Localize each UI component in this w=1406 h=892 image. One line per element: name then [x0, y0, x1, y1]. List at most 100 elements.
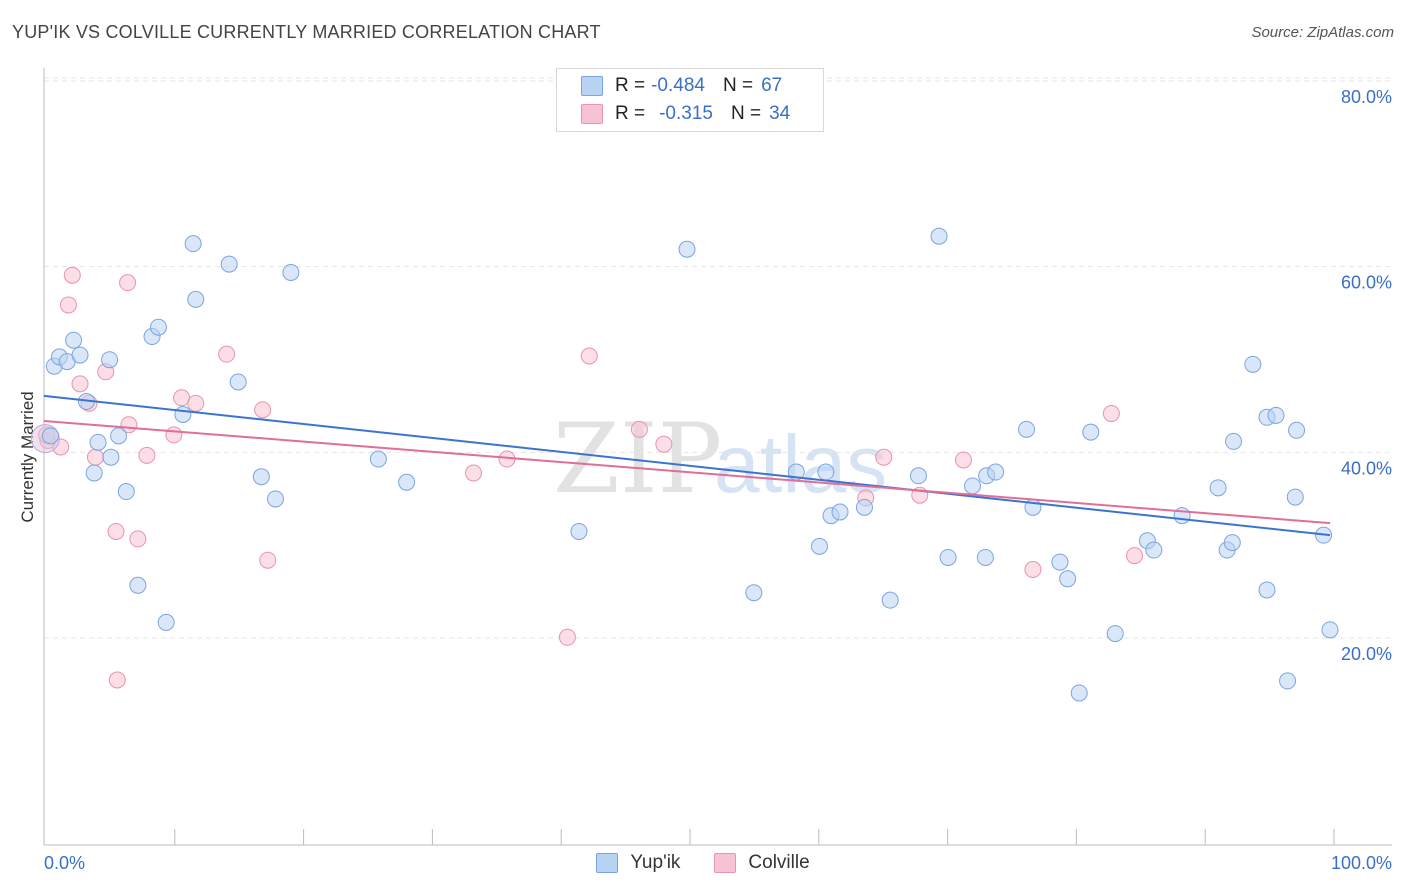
yupik-point — [930, 227, 948, 245]
colville-point — [1126, 547, 1144, 565]
yupik-point — [1258, 581, 1276, 599]
yupik-point — [266, 490, 284, 508]
colville-swatch — [714, 853, 737, 873]
yupik-point — [1018, 420, 1036, 438]
y-tick-label: 60.0% — [1341, 273, 1392, 293]
yupik-point — [1288, 421, 1306, 439]
watermark-zip: ZIP — [553, 403, 722, 515]
x-tick-label-min: 0.0% — [44, 853, 85, 873]
yupik-point — [89, 433, 107, 451]
yupik-point — [85, 464, 103, 482]
colville-point — [187, 394, 205, 412]
colville-point — [558, 628, 576, 646]
colville-point — [875, 448, 893, 466]
colville-point — [465, 464, 483, 482]
colville-point — [107, 522, 125, 540]
colville-point — [655, 435, 673, 453]
yupik-points — [41, 227, 1339, 702]
yupik-point — [398, 473, 416, 491]
yupik-point — [570, 522, 588, 540]
colville-point — [218, 345, 236, 363]
yupik-swatch — [596, 853, 619, 873]
y-tick-label: 40.0% — [1341, 458, 1392, 478]
colville-point — [259, 551, 277, 569]
gridlines — [44, 77, 1392, 639]
yupik-point — [987, 463, 1005, 481]
yupik-point — [129, 576, 147, 594]
colville-point — [63, 266, 81, 284]
y-tick-label: 80.0% — [1341, 87, 1392, 107]
series-legend: Yup'ik Colville — [0, 852, 1406, 874]
colville-point — [173, 389, 191, 407]
yupik-point — [855, 498, 873, 516]
yupik-point — [1223, 534, 1241, 552]
r-label: R = — [615, 103, 646, 124]
yupik-point — [65, 331, 83, 349]
yupik-point — [1244, 355, 1262, 373]
yupik-point — [1059, 570, 1077, 588]
yupik-point — [71, 346, 89, 364]
yupik-point — [1321, 621, 1339, 639]
yupik-point — [831, 503, 849, 521]
colville-point — [1024, 561, 1042, 579]
n-value: 67 — [761, 75, 783, 96]
yupik-point — [1225, 432, 1243, 450]
colville-point — [1102, 405, 1120, 423]
legend-item-colville[interactable]: Colville — [714, 852, 810, 874]
n-label: N = — [730, 103, 762, 124]
yupik-point — [117, 483, 135, 501]
colville-point — [59, 296, 77, 314]
legend-row-yupik: R = -0.484 N = 67 — [581, 73, 782, 99]
colville-point — [254, 401, 272, 419]
yupik-point — [149, 318, 167, 336]
yupik-point — [252, 468, 270, 486]
yupik-point — [1145, 541, 1163, 559]
yupik-point — [909, 467, 927, 485]
colville-swatch — [581, 104, 603, 124]
yupik-point — [1209, 479, 1227, 497]
colville-point — [165, 426, 183, 444]
yupik-point — [110, 427, 128, 445]
yupik-point — [810, 537, 828, 555]
x-ticks — [43, 829, 1335, 845]
yupik-point — [101, 351, 119, 369]
r-value: -0.315 — [659, 103, 713, 124]
yupik-point — [229, 373, 247, 391]
colville-point — [119, 274, 137, 292]
yupik-point — [157, 613, 175, 631]
yupik-trend-line — [43, 394, 1331, 537]
trend-lines — [43, 394, 1331, 537]
x-tick-label-max: 100.0% — [1331, 853, 1392, 873]
chart-title: YUP'IK VS COLVILLE CURRENTLY MARRIED COR… — [12, 22, 601, 42]
yupik-point — [1106, 625, 1124, 643]
yupik-point — [174, 405, 192, 423]
source-label: Source: ZipAtlas.com — [1251, 24, 1394, 41]
yupik-point — [220, 255, 238, 273]
correlation-legend: R = -0.484 N = 67 R = -0.315 N = 34 — [556, 68, 824, 132]
yupik-point — [102, 448, 120, 466]
yupik-swatch — [581, 76, 603, 96]
yupik-point — [1051, 553, 1069, 571]
yupik-point — [963, 477, 981, 495]
legend-item-yupik[interactable]: Yup'ik — [596, 852, 680, 874]
yupik-point — [1279, 672, 1297, 690]
r-label: R = — [615, 75, 646, 96]
yupik-point — [939, 548, 957, 566]
colville-point — [86, 448, 104, 466]
yupik-point — [745, 584, 763, 602]
colville-trend-line — [43, 419, 1331, 525]
y-axis-title: Currently Married — [18, 391, 37, 522]
n-value: 34 — [769, 103, 791, 124]
colville-point — [129, 530, 147, 548]
yupik-point — [817, 463, 835, 481]
axes — [43, 68, 1392, 846]
colville-point — [108, 671, 126, 689]
yupik-point — [976, 548, 994, 566]
legend-label-yupik: Yup'ik — [630, 852, 681, 873]
yupik-point — [1070, 684, 1088, 702]
colville-point — [630, 420, 648, 438]
yupik-point — [282, 263, 300, 281]
colville-point — [954, 451, 972, 469]
colville-point — [138, 446, 156, 464]
